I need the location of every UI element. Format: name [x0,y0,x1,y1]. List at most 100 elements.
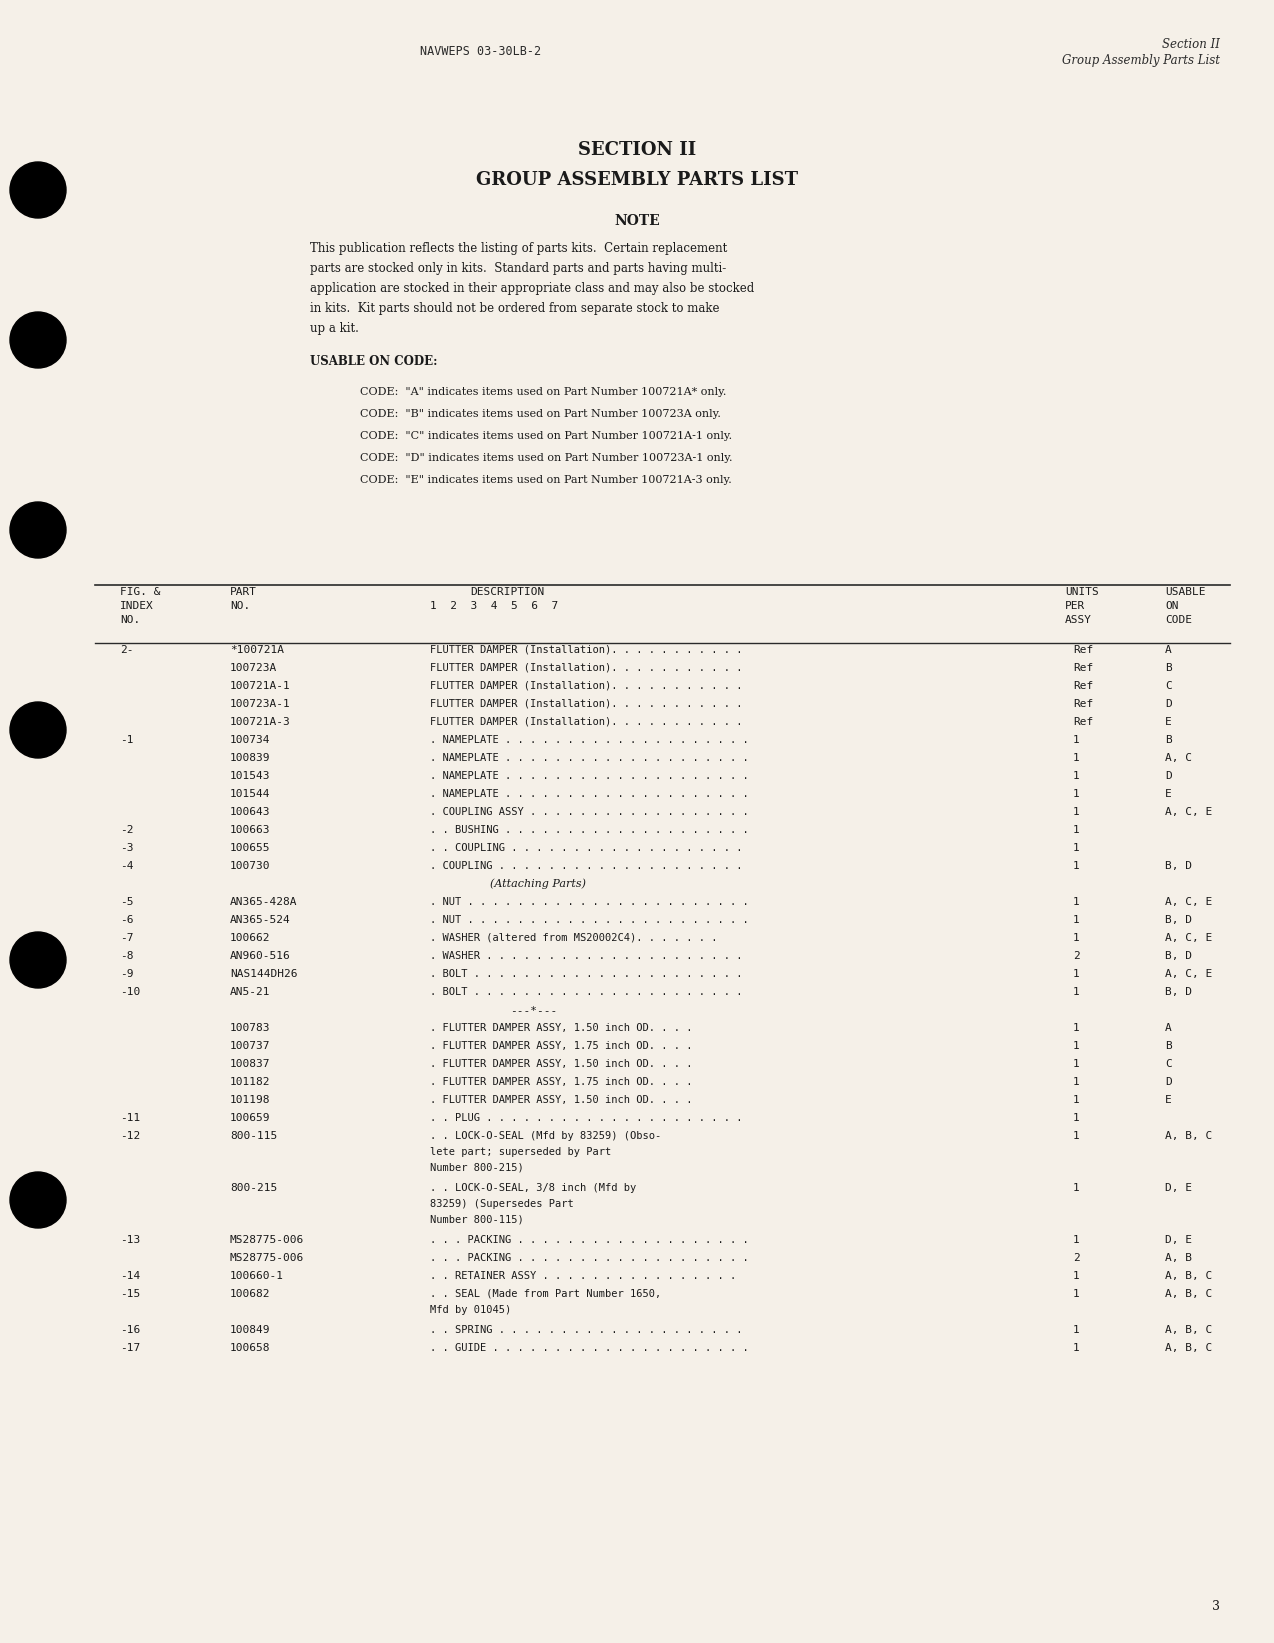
Text: . NAMEPLATE . . . . . . . . . . . . . . . . . . . .: . NAMEPLATE . . . . . . . . . . . . . . … [431,752,749,762]
Text: . WASHER . . . . . . . . . . . . . . . . . . . . .: . WASHER . . . . . . . . . . . . . . . .… [431,951,743,961]
Text: CODE:  "A" indicates items used on Part Number 100721A* only.: CODE: "A" indicates items used on Part N… [361,388,726,398]
Text: FLUTTER DAMPER (Installation). . . . . . . . . . .: FLUTTER DAMPER (Installation). . . . . .… [431,680,743,692]
Circle shape [10,163,66,219]
Text: . . GUIDE . . . . . . . . . . . . . . . . . . . . .: . . GUIDE . . . . . . . . . . . . . . . … [431,1342,749,1352]
Text: -4: -4 [120,861,134,871]
Text: 1: 1 [1073,1324,1080,1336]
Text: 1: 1 [1073,825,1080,835]
Text: NOTE: NOTE [614,214,660,228]
Circle shape [10,1171,66,1227]
Text: A, B, C: A, B, C [1164,1272,1213,1282]
Circle shape [10,932,66,987]
Text: A: A [1164,646,1172,656]
Text: USABLE: USABLE [1164,587,1205,596]
Text: CODE:  "E" indicates items used on Part Number 100721A-3 only.: CODE: "E" indicates items used on Part N… [361,475,731,485]
Text: . . LOCK-O-SEAL, 3/8 inch (Mfd by: . . LOCK-O-SEAL, 3/8 inch (Mfd by [431,1183,636,1193]
Text: NAS144DH26: NAS144DH26 [231,969,298,979]
Text: A, C, E: A, C, E [1164,897,1213,907]
Text: B: B [1164,734,1172,744]
Text: . NAMEPLATE . . . . . . . . . . . . . . . . . . . .: . NAMEPLATE . . . . . . . . . . . . . . … [431,734,749,744]
Text: ---*---: ---*--- [510,1006,557,1015]
Text: . FLUTTER DAMPER ASSY, 1.75 inch OD. . . .: . FLUTTER DAMPER ASSY, 1.75 inch OD. . .… [431,1042,693,1052]
Text: D, E: D, E [1164,1183,1192,1193]
Text: . FLUTTER DAMPER ASSY, 1.50 inch OD. . . .: . FLUTTER DAMPER ASSY, 1.50 inch OD. . .… [431,1024,693,1033]
Text: 100837: 100837 [231,1060,270,1070]
Text: Ref: Ref [1073,698,1093,710]
Text: A, C: A, C [1164,752,1192,762]
Text: USABLE ON CODE:: USABLE ON CODE: [310,355,437,368]
Text: . . COUPLING . . . . . . . . . . . . . . . . . . .: . . COUPLING . . . . . . . . . . . . . .… [431,843,743,853]
Text: A, B, C: A, B, C [1164,1290,1213,1300]
Text: D: D [1164,1078,1172,1088]
Text: A, B: A, B [1164,1254,1192,1263]
Text: 1: 1 [1073,897,1080,907]
Text: 100662: 100662 [231,933,270,943]
Text: C: C [1164,1060,1172,1070]
Text: CODE:  "D" indicates items used on Part Number 100723A-1 only.: CODE: "D" indicates items used on Part N… [361,453,733,463]
Text: . FLUTTER DAMPER ASSY, 1.50 inch OD. . . .: . FLUTTER DAMPER ASSY, 1.50 inch OD. . .… [431,1094,693,1106]
Text: 100783: 100783 [231,1024,270,1033]
Circle shape [10,702,66,757]
Text: MS28775-006: MS28775-006 [231,1236,304,1245]
Text: PER: PER [1065,601,1085,611]
Text: 1: 1 [1073,1183,1080,1193]
Text: -9: -9 [120,969,134,979]
Text: FLUTTER DAMPER (Installation). . . . . . . . . . .: FLUTTER DAMPER (Installation). . . . . .… [431,698,743,710]
Text: SECTION II: SECTION II [578,141,696,159]
Text: . . SPRING . . . . . . . . . . . . . . . . . . . .: . . SPRING . . . . . . . . . . . . . . .… [431,1324,743,1336]
Text: AN960-516: AN960-516 [231,951,290,961]
Text: . . SEAL (Made from Part Number 1650,: . . SEAL (Made from Part Number 1650, [431,1290,661,1300]
Text: 1: 1 [1073,807,1080,817]
Text: up a kit.: up a kit. [310,322,359,335]
Text: B, D: B, D [1164,861,1192,871]
Text: D: D [1164,698,1172,710]
Text: 1: 1 [1073,1060,1080,1070]
Text: 100682: 100682 [231,1290,270,1300]
Text: 1: 1 [1073,1272,1080,1282]
Text: 800-115: 800-115 [231,1130,278,1140]
Circle shape [10,312,66,368]
Text: 100655: 100655 [231,843,270,853]
Text: 1: 1 [1073,861,1080,871]
Text: Ref: Ref [1073,664,1093,674]
Text: A, B, C: A, B, C [1164,1342,1213,1352]
Text: Mfd by 01045): Mfd by 01045) [431,1305,511,1314]
Text: Number 800-115): Number 800-115) [431,1216,524,1226]
Text: 1: 1 [1073,1236,1080,1245]
Text: . NAMEPLATE . . . . . . . . . . . . . . . . . . . .: . NAMEPLATE . . . . . . . . . . . . . . … [431,771,749,780]
Text: 100721A-3: 100721A-3 [231,716,290,726]
Text: . NUT . . . . . . . . . . . . . . . . . . . . . . .: . NUT . . . . . . . . . . . . . . . . . … [431,915,749,925]
Text: 1: 1 [1073,933,1080,943]
Text: NAVWEPS 03-30LB-2: NAVWEPS 03-30LB-2 [420,44,541,58]
Text: B, D: B, D [1164,915,1192,925]
Text: B: B [1164,664,1172,674]
Text: 101543: 101543 [231,771,270,780]
Text: . . PLUG . . . . . . . . . . . . . . . . . . . . .: . . PLUG . . . . . . . . . . . . . . . .… [431,1112,743,1124]
Text: 1: 1 [1073,1024,1080,1033]
Text: -2: -2 [120,825,134,835]
Text: -6: -6 [120,915,134,925]
Text: 2: 2 [1073,951,1080,961]
Text: 1: 1 [1073,987,1080,997]
Text: parts are stocked only in kits.  Standard parts and parts having multi-: parts are stocked only in kits. Standard… [310,261,726,274]
Text: . FLUTTER DAMPER ASSY, 1.75 inch OD. . . .: . FLUTTER DAMPER ASSY, 1.75 inch OD. . .… [431,1078,693,1088]
Text: Ref: Ref [1073,680,1093,692]
Text: 100721A-1: 100721A-1 [231,680,290,692]
Text: 2-: 2- [120,646,134,656]
Text: -17: -17 [120,1342,140,1352]
Text: -3: -3 [120,843,134,853]
Text: D, E: D, E [1164,1236,1192,1245]
Text: . COUPLING ASSY . . . . . . . . . . . . . . . . . .: . COUPLING ASSY . . . . . . . . . . . . … [431,807,749,817]
Text: CODE:  "C" indicates items used on Part Number 100721A-1 only.: CODE: "C" indicates items used on Part N… [361,430,733,440]
Text: FLUTTER DAMPER (Installation). . . . . . . . . . .: FLUTTER DAMPER (Installation). . . . . .… [431,716,743,726]
Text: 100723A-1: 100723A-1 [231,698,290,710]
Text: C: C [1164,680,1172,692]
Text: 101182: 101182 [231,1078,270,1088]
Text: 1: 1 [1073,1290,1080,1300]
Text: . WASHER (altered from MS20002C4). . . . . . .: . WASHER (altered from MS20002C4). . . .… [431,933,717,943]
Circle shape [10,503,66,559]
Text: MS28775-006: MS28775-006 [231,1254,304,1263]
Text: -11: -11 [120,1112,140,1124]
Text: A, C, E: A, C, E [1164,969,1213,979]
Text: 1: 1 [1073,1094,1080,1106]
